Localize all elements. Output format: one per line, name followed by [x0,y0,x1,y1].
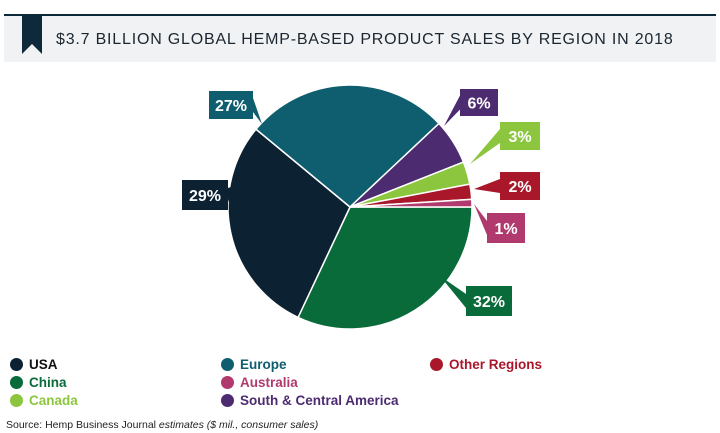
data-label: 29% [189,188,221,205]
callout-box [460,89,498,116]
callout-pointer [470,129,500,164]
callout-pointer [440,276,466,308]
callout-europe: 27% [209,91,262,124]
pie-slice-usa [227,128,351,319]
source-suffix: estimates ($ mil., consumer sales) [156,419,319,431]
callout-box [182,180,228,210]
callout-pointer [444,95,460,126]
callout-pointer [253,98,262,124]
data-label: 27% [215,98,247,115]
bookmark-icon [22,16,42,54]
callout-box [487,213,525,243]
data-label: 3% [508,129,531,146]
callout-pointer [474,179,500,193]
callout-box [209,91,253,119]
header-rule [4,14,716,16]
pie-slice-europe [254,84,440,208]
data-label: 1% [494,221,517,238]
callout-box [466,286,512,316]
callout-other-regions: 2% [474,172,540,200]
callout-usa: 29% [182,180,234,210]
source-prefix: Source: Hemp Business Journal [6,419,156,431]
source-note: Source: Hemp Business Journal estimates … [6,419,318,431]
callout-box [500,122,540,150]
callout-pointer [228,186,234,202]
callout-canada: 3% [470,122,540,164]
callout-box [500,172,540,200]
chart-title: $3.7 BILLION GLOBAL HEMP-BASED PRODUCT S… [56,31,674,48]
data-label: 6% [467,96,490,113]
title-bar [4,16,716,62]
callout-pointer [474,204,487,235]
callout-australia: 1% [474,204,525,243]
callout-south-central-america: 6% [444,89,498,126]
data-label: 2% [508,179,531,196]
pie-slice-china [297,206,473,330]
pie-slice-australia [349,198,473,208]
data-label: 32% [473,294,505,311]
callout-china: 32% [440,276,512,316]
